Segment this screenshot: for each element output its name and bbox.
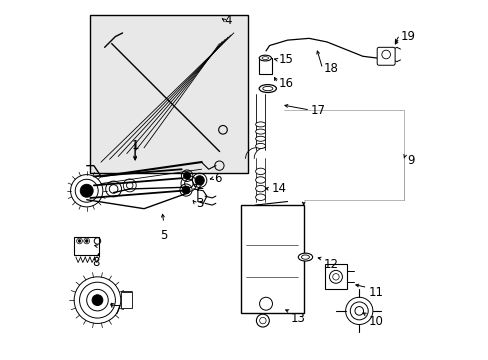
- Bar: [258, 58, 271, 74]
- Ellipse shape: [259, 55, 271, 61]
- Circle shape: [78, 239, 81, 242]
- Text: 10: 10: [367, 315, 382, 328]
- Text: 9: 9: [407, 154, 414, 167]
- Circle shape: [183, 172, 190, 179]
- Ellipse shape: [255, 168, 265, 175]
- Text: 12: 12: [323, 258, 338, 271]
- Text: 18: 18: [323, 62, 338, 75]
- Bar: [90, 15, 247, 173]
- Text: 15: 15: [278, 53, 293, 66]
- Text: 3: 3: [196, 197, 203, 210]
- Text: 8: 8: [92, 256, 99, 269]
- Circle shape: [182, 186, 190, 194]
- Text: 7: 7: [113, 305, 121, 318]
- Bar: [121, 292, 131, 308]
- Ellipse shape: [255, 129, 265, 134]
- Ellipse shape: [255, 122, 265, 127]
- Text: 6: 6: [214, 172, 221, 185]
- Text: 14: 14: [271, 183, 286, 195]
- Ellipse shape: [301, 255, 309, 259]
- Text: 1: 1: [131, 139, 139, 152]
- Circle shape: [195, 176, 204, 185]
- Ellipse shape: [255, 177, 265, 183]
- Ellipse shape: [298, 253, 312, 261]
- Text: 17: 17: [310, 104, 325, 117]
- FancyBboxPatch shape: [376, 47, 394, 65]
- Text: 16: 16: [278, 77, 293, 90]
- Ellipse shape: [262, 86, 272, 91]
- Ellipse shape: [255, 194, 265, 201]
- Text: 5: 5: [160, 229, 167, 242]
- Circle shape: [80, 184, 93, 197]
- Bar: [241, 205, 303, 313]
- Text: 2: 2: [196, 179, 203, 192]
- Circle shape: [92, 295, 102, 306]
- Circle shape: [85, 239, 88, 242]
- Ellipse shape: [262, 57, 268, 59]
- Text: 13: 13: [290, 311, 305, 325]
- Text: 11: 11: [367, 287, 383, 300]
- Ellipse shape: [255, 185, 265, 192]
- Bar: [74, 237, 99, 255]
- Bar: [325, 264, 346, 289]
- Ellipse shape: [255, 136, 265, 141]
- Text: 19: 19: [400, 30, 415, 43]
- Text: 4: 4: [224, 14, 232, 27]
- Ellipse shape: [255, 143, 265, 148]
- Ellipse shape: [259, 85, 276, 93]
